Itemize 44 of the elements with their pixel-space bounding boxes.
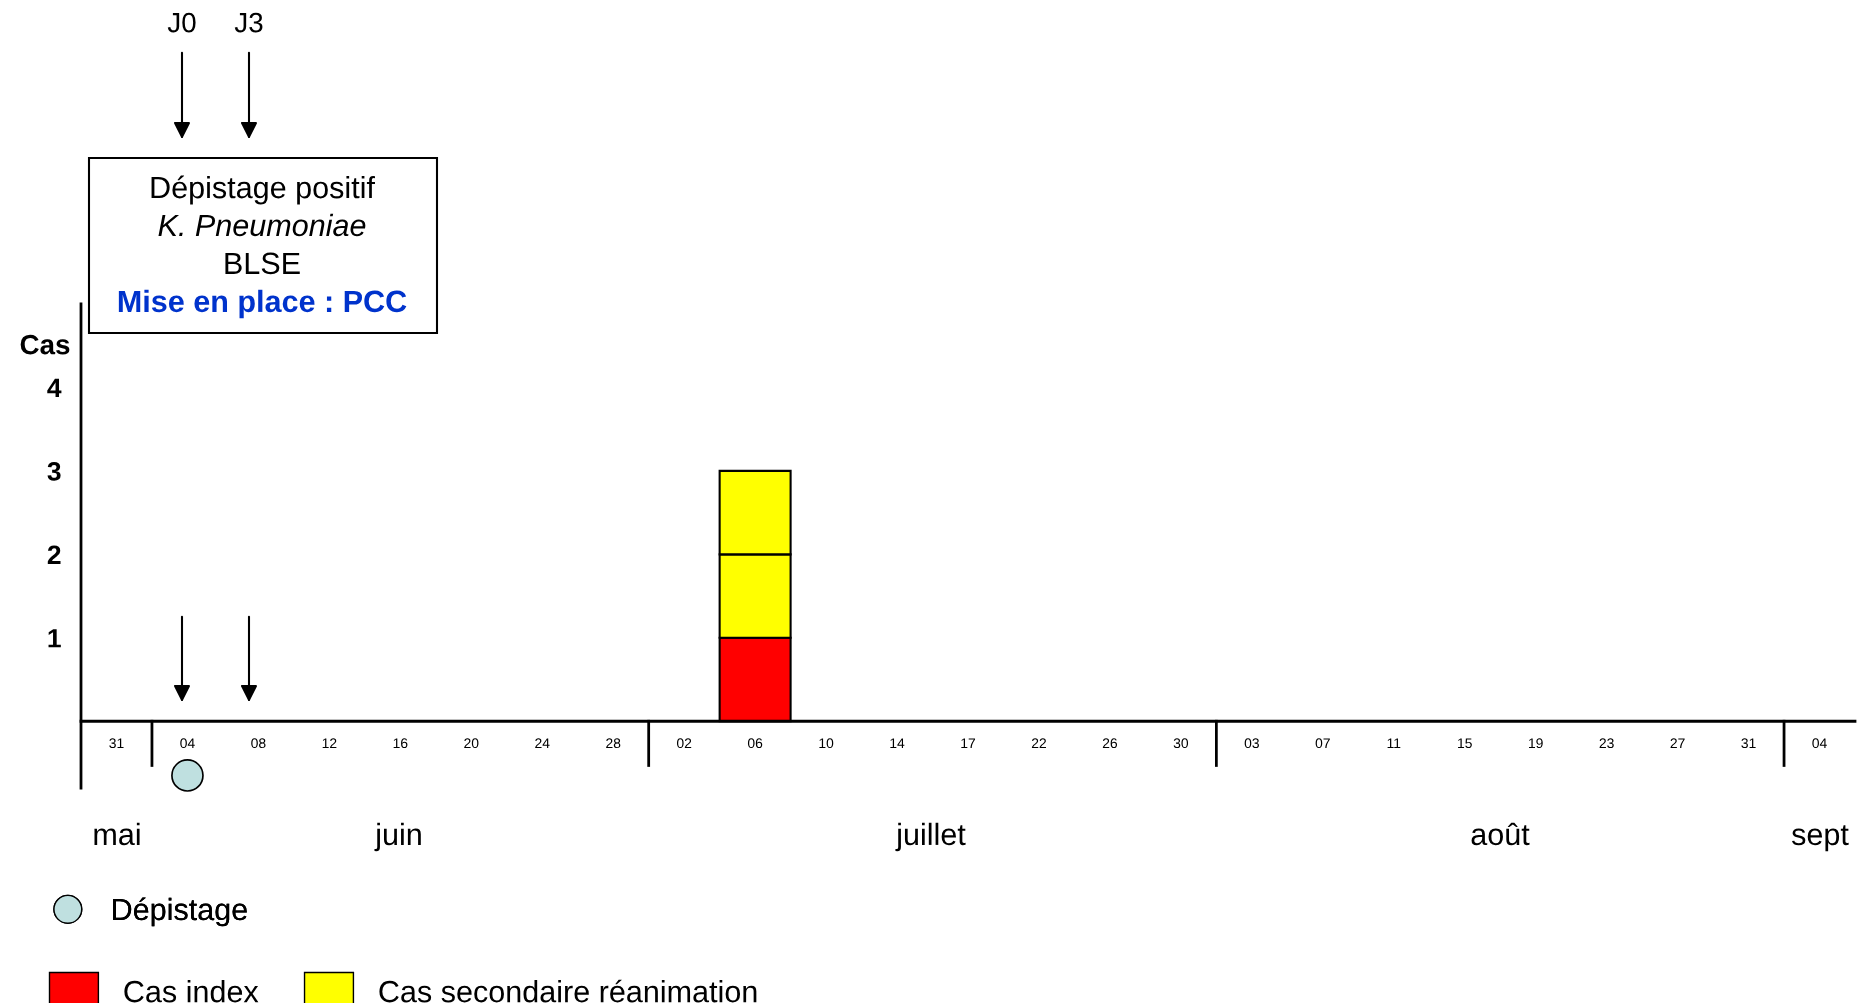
legend-label: Dépistage: [113, 897, 247, 927]
x-tick-label: 22: [1031, 738, 1046, 748]
x-tick-label: 06: [747, 738, 763, 749]
y-tick-label: 3: [47, 462, 61, 481]
x-tick-label: 14: [890, 738, 905, 748]
text: août: [1471, 822, 1530, 846]
x-tick-label: 23: [1599, 738, 1614, 749]
text: K. Pneumoniae: [158, 213, 366, 237]
x-tick-label: 03: [1244, 738, 1259, 749]
x-tick-label: 15: [1458, 738, 1472, 749]
x-tick-label: 11: [1387, 738, 1401, 748]
y-tick-label: 2: [47, 545, 61, 564]
x-tick-label: 16: [393, 738, 408, 749]
x-tick-label: 08: [251, 738, 266, 749]
legend-label: Cas index: [124, 980, 259, 1003]
x-tick-label: 19: [1529, 738, 1543, 749]
text: Dépistage positif: [151, 175, 375, 205]
text: juin: [374, 822, 421, 852]
x-tick-label: 31: [109, 738, 124, 749]
y-tick-label: 4: [47, 378, 62, 398]
x-tick-label: 26: [1102, 738, 1118, 749]
x-tick-label: 02: [676, 738, 692, 749]
x-tick-label: 31: [1741, 738, 1756, 749]
x-tick-label: 28: [606, 738, 621, 749]
x-tick-label: 27: [1670, 738, 1685, 748]
x-tick-label: 24: [535, 738, 550, 748]
text: J3: [234, 12, 263, 33]
text: BLSE: [225, 252, 300, 275]
x-tick-label: 04: [180, 738, 195, 749]
x-tick-label: 30: [1173, 738, 1189, 749]
y-axis-title: Cas: [20, 334, 70, 355]
text: J0: [167, 12, 196, 33]
x-tick-label: 07: [1315, 738, 1330, 749]
text: sept: [1791, 825, 1849, 852]
x-tick-label: 04: [1812, 738, 1827, 749]
y-tick-label: 1: [48, 629, 61, 648]
legend-label: Cas secondaire réanimation: [379, 979, 757, 1003]
annotation: Mise en place : PCC: [118, 289, 407, 319]
x-tick-label: 17: [961, 738, 976, 748]
x-tick-label: 12: [322, 738, 337, 748]
text: juillet: [895, 822, 966, 852]
x-tick-label: 20: [464, 738, 479, 749]
x-tick-label: 10: [819, 738, 834, 749]
text: mai: [94, 822, 140, 846]
